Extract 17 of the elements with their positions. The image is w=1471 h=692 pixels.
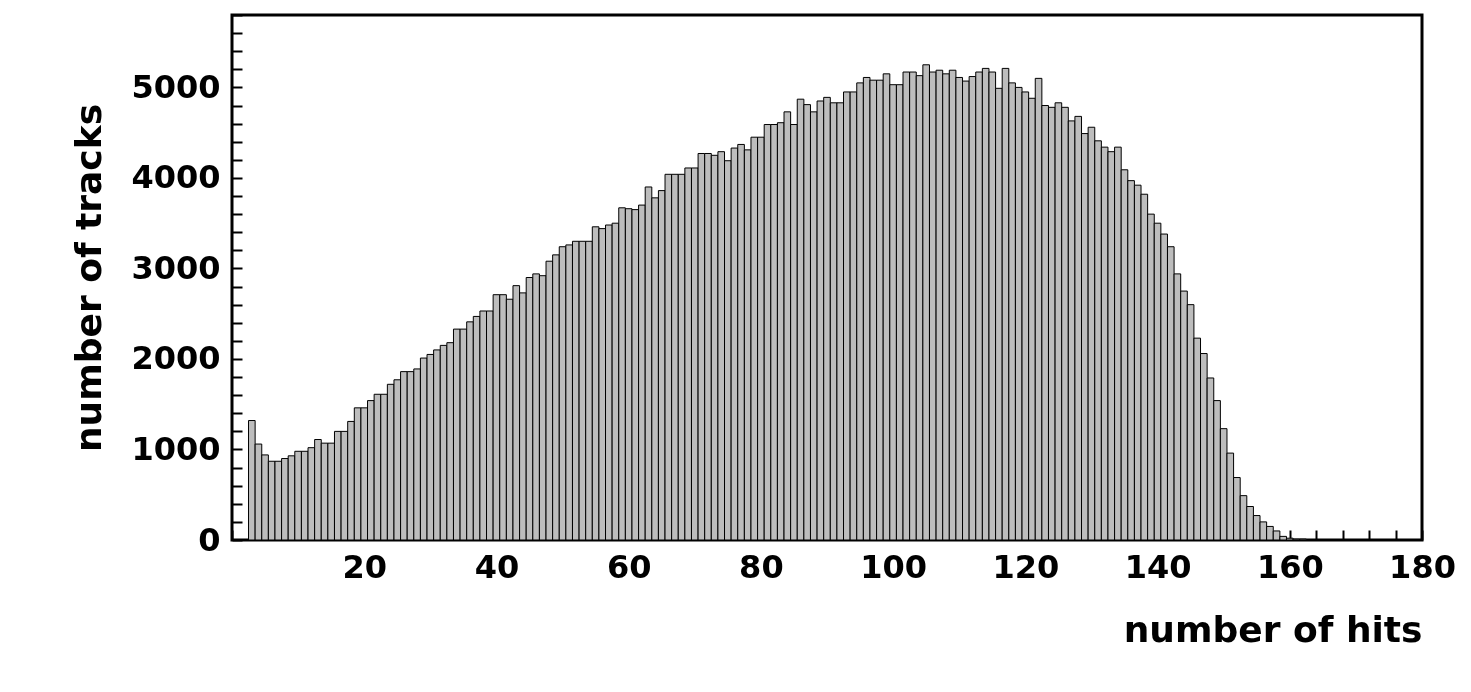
x-tick-label: 120: [992, 547, 1060, 586]
x-axis-title: number of hits: [1123, 608, 1423, 650]
y-tick-label: 0: [198, 520, 221, 559]
x-tick-label: 160: [1256, 547, 1324, 586]
y-tick-label: 1000: [131, 429, 221, 468]
x-tick-label: 140: [1124, 547, 1192, 586]
x-tick-label: 180: [1389, 547, 1456, 586]
y-tick-label: 2000: [131, 339, 221, 378]
y-tick-label: 4000: [131, 158, 221, 197]
x-tick-label: 20: [342, 547, 387, 586]
y-tick-label: 3000: [131, 248, 221, 287]
x-tick-label: 100: [860, 547, 928, 586]
x-tick-label: 80: [739, 547, 784, 586]
x-tick-label: 40: [474, 547, 520, 586]
y-tick-label: 5000: [131, 67, 221, 106]
x-tick-label: 60: [606, 547, 652, 586]
y-axis-title: number of tracks: [68, 103, 110, 453]
